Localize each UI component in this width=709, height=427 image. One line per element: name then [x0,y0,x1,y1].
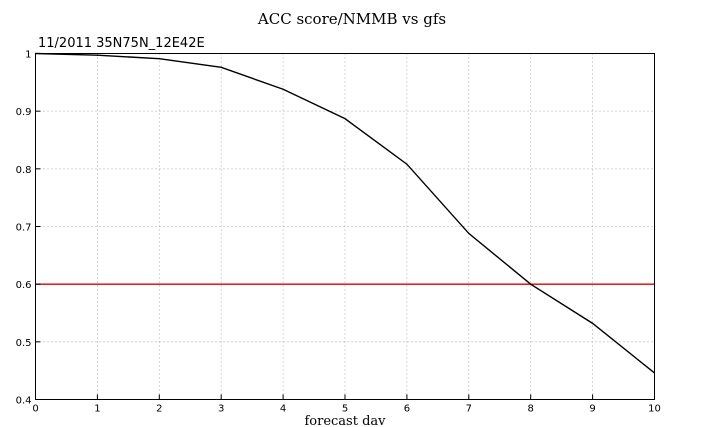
x-tick-label: 2 [156,404,162,415]
acc-data-point [468,232,470,235]
y-tick-label: 0.7 [16,223,32,234]
y-tick-label: 0.5 [16,338,32,349]
x-tick-label: 8 [528,404,534,415]
x-tick-label: 3 [218,404,224,415]
x-tick-label: 5 [342,404,348,415]
tick-layer: 0 1 2 3 4 5 6 7 8 9 10 0.4 0.5 0.6 0.7 0.8 0.9 1 [16,50,661,415]
acc-data-point [220,66,222,68]
y-tick-label: 0.4 [16,396,32,407]
x-axis-label: forecast dav [304,414,386,427]
acc-data-point [530,283,532,285]
acc-data-point [344,118,346,120]
acc-series-line [35,52,655,374]
acc-data-point [282,88,284,90]
x-tick-label: 1 [94,404,100,415]
acc-data-point [96,54,98,56]
chart-subtitle: 11/2011 35N75N_12E42E [38,36,205,51]
x-tick-label: 6 [404,404,410,415]
grid-layer [35,53,655,400]
x-tick-label: 7 [466,404,472,415]
chart-title: ACC score/NMMB vs gfs [257,10,446,28]
y-tick-label: 1 [25,50,31,61]
x-tick-label: 9 [589,404,595,415]
acc-data-point [406,163,408,165]
y-tick-label: 0.8 [16,165,32,176]
series-layer [34,52,656,374]
x-tick-label: 10 [648,404,661,415]
y-tick-label: 0.9 [16,107,32,118]
acc-data-point [158,58,160,60]
acc-data-point [592,322,594,324]
x-tick-label: 0 [32,404,38,415]
x-tick-label: 4 [280,404,286,415]
y-tick-label: 0.6 [16,280,32,291]
